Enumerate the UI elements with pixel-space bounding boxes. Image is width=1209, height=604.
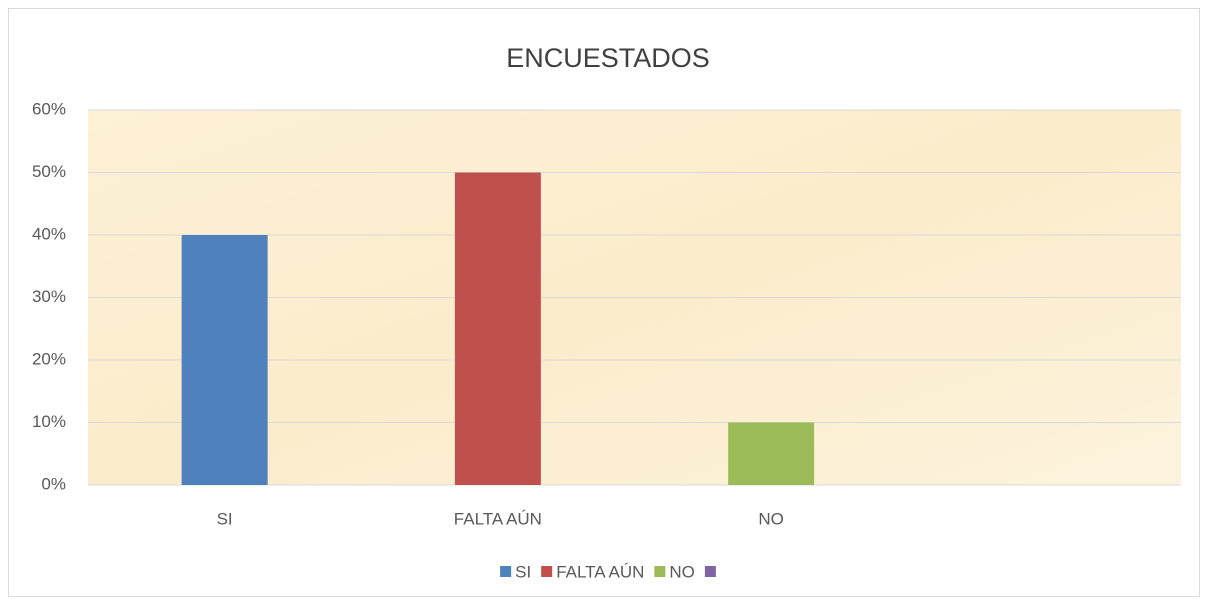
legend-swatch bbox=[500, 566, 512, 577]
y-tick-label: 20% bbox=[32, 349, 66, 368]
bar bbox=[728, 422, 815, 485]
y-tick-label: 10% bbox=[32, 412, 66, 431]
legend-swatch bbox=[541, 566, 553, 577]
y-tick-label: 50% bbox=[32, 162, 66, 181]
legend-label: SI bbox=[515, 562, 531, 581]
x-tick-label: SI bbox=[217, 509, 233, 528]
y-tick-label: 60% bbox=[32, 99, 66, 118]
chart-title: ENCUESTADOS bbox=[506, 43, 710, 73]
legend-swatch bbox=[654, 566, 666, 577]
x-tick-label: FALTA AÚN bbox=[454, 509, 542, 528]
y-tick-label: 0% bbox=[41, 474, 66, 493]
legend-swatch bbox=[704, 566, 716, 577]
legend-label: NO bbox=[669, 562, 695, 581]
y-tick-label: 30% bbox=[32, 287, 66, 306]
y-tick-label: 40% bbox=[32, 224, 66, 243]
bar bbox=[454, 172, 541, 485]
legend-label: FALTA AÚN bbox=[556, 562, 644, 581]
x-tick-label: NO bbox=[758, 509, 784, 528]
bar bbox=[181, 235, 268, 485]
